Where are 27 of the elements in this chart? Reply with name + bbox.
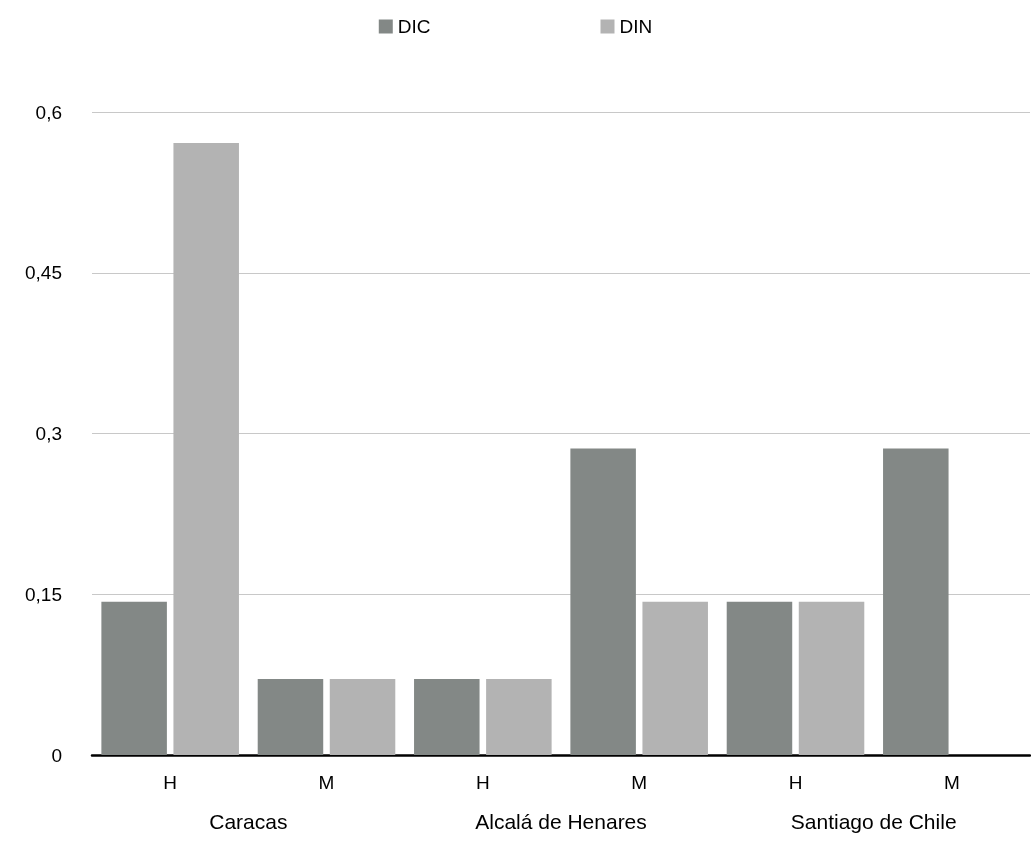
bar [257, 678, 324, 755]
y-tick-label: 0,45 [25, 262, 62, 284]
y-tick-label: 0,3 [35, 423, 62, 444]
bar [883, 448, 949, 755]
bar [726, 601, 793, 755]
bar [329, 678, 396, 755]
bar [570, 448, 636, 755]
legend-label: DIC [397, 16, 431, 37]
x-tick-label: H [788, 772, 803, 793]
bar [642, 601, 708, 755]
text: Caracas [209, 810, 288, 833]
x-tick-label: M [318, 772, 335, 793]
x-tick-label: H [475, 772, 490, 793]
bar [486, 678, 552, 755]
y-tick-label: 0,6 [35, 101, 62, 123]
x-tick-label: H [163, 772, 178, 793]
bar [173, 143, 239, 755]
y-tick-label: 0,15 [25, 583, 62, 605]
text: Santiago de Chile [790, 810, 957, 833]
bar [101, 601, 167, 755]
y-tick-label: 0 [51, 744, 62, 766]
legend-label: DIN [619, 16, 653, 37]
bar [414, 678, 480, 755]
x-tick-label: M [631, 772, 648, 793]
text: Alcalá de Henares [475, 810, 647, 833]
x-tick-label: M [943, 772, 960, 793]
bar [798, 601, 865, 755]
